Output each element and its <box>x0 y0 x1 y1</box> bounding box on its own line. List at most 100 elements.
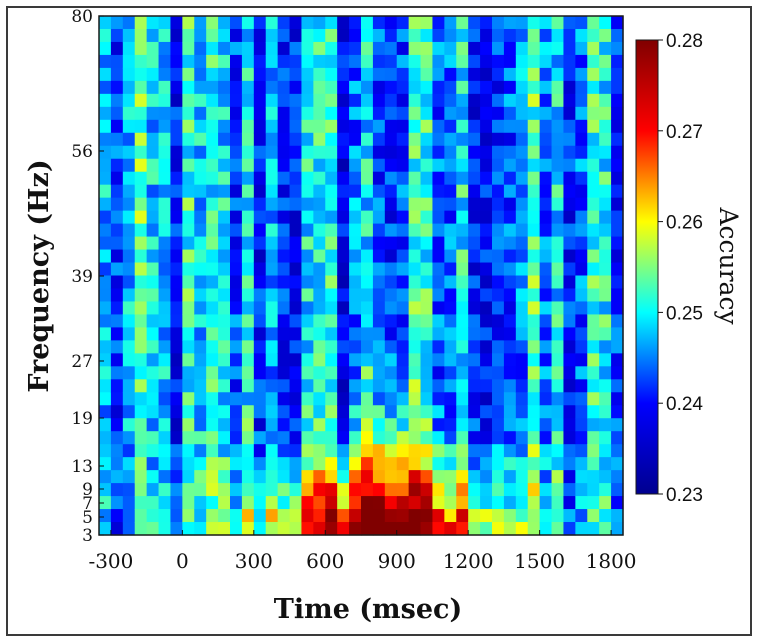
heatmap-cell <box>253 353 267 367</box>
heatmap-cell <box>396 366 410 380</box>
heatmap-cell <box>539 210 553 225</box>
heatmap-cell <box>492 184 505 199</box>
heatmap-cell <box>551 275 565 290</box>
colorbar-tick-label: 0.26 <box>666 213 703 234</box>
heatmap-cell <box>170 431 183 445</box>
heatmap-cell <box>551 509 565 523</box>
heatmap-cell <box>587 405 600 419</box>
heatmap-cell <box>456 210 469 225</box>
heatmap-cell <box>444 275 457 290</box>
heatmap-cell <box>277 119 291 134</box>
heatmap-cell <box>563 327 576 341</box>
heatmap-cell <box>349 496 362 510</box>
heatmap-cell <box>194 379 207 393</box>
heatmap-cell <box>170 483 183 497</box>
heatmap-cell <box>194 431 207 445</box>
heatmap-cell <box>444 210 457 225</box>
heatmap-cell <box>122 28 136 43</box>
heatmap-cell <box>408 431 422 445</box>
heatmap-cell <box>313 405 326 419</box>
heatmap-cell <box>599 288 612 303</box>
heatmap-cell <box>444 80 457 95</box>
heatmap-cell <box>349 275 362 290</box>
heatmap-cell <box>420 106 434 121</box>
heatmap-cell <box>99 431 112 445</box>
heatmap-cell <box>503 314 517 328</box>
heatmap-cell <box>456 288 469 303</box>
heatmap-cell <box>432 67 445 82</box>
heatmap-cell <box>253 470 267 484</box>
heatmap-cell <box>563 509 576 523</box>
heatmap-cell <box>158 392 172 406</box>
heatmap-cell <box>492 16 505 30</box>
heatmap-cell <box>456 262 469 277</box>
heatmap-cell <box>170 470 183 484</box>
heatmap-cell <box>527 405 541 419</box>
heatmap-cell <box>361 379 374 393</box>
heatmap-cell <box>408 28 422 43</box>
heatmap-cell <box>480 418 493 432</box>
heatmap-cell <box>158 210 172 225</box>
heatmap-cell <box>384 431 398 445</box>
heatmap-cell <box>432 431 445 445</box>
heatmap-cell <box>206 80 219 95</box>
heatmap-cell <box>384 496 398 510</box>
heatmap-cell <box>337 249 350 264</box>
heatmap-cell <box>122 509 136 523</box>
heatmap-cell <box>396 132 410 147</box>
heatmap-cell <box>396 509 410 523</box>
heatmap-cell <box>230 210 243 225</box>
heatmap-cell <box>420 67 434 82</box>
heatmap-cell <box>575 301 588 316</box>
heatmap-cell <box>492 80 505 95</box>
heatmap-cell <box>349 132 362 147</box>
heatmap-cell <box>325 262 338 277</box>
heatmap-cell <box>122 379 136 393</box>
heatmap-cell <box>218 340 231 354</box>
heatmap-cell <box>468 119 481 134</box>
heatmap-cell <box>277 67 291 82</box>
heatmap-cell <box>349 80 362 95</box>
heatmap-cell <box>599 444 612 458</box>
heatmap-cell <box>480 457 493 471</box>
heatmap-cell <box>408 197 422 212</box>
heatmap-cell <box>575 275 588 290</box>
heatmap-cell <box>230 67 243 82</box>
heatmap-cell <box>468 405 481 419</box>
heatmap-cell <box>241 418 255 432</box>
heatmap-cell <box>241 405 255 419</box>
heatmap-cell <box>432 145 445 160</box>
heatmap-cell <box>372 171 386 186</box>
heatmap-cell <box>289 197 303 212</box>
heatmap-cell <box>372 197 386 212</box>
heatmap-cell <box>158 93 172 108</box>
heatmap-cell <box>337 28 350 43</box>
heatmap-cell <box>587 288 600 303</box>
heatmap-cell <box>468 392 481 406</box>
heatmap-cell <box>563 483 576 497</box>
heatmap-cell <box>134 314 148 328</box>
heatmap-cell <box>611 379 624 393</box>
heatmap-cell <box>170 522 183 536</box>
heatmap-cell <box>527 327 541 341</box>
heatmap-cell <box>444 509 457 523</box>
heatmap-cell <box>396 158 410 173</box>
heatmap-cell <box>361 405 374 419</box>
heatmap-cell <box>349 210 362 225</box>
heatmap-cell <box>444 158 457 173</box>
heatmap-cell <box>587 522 600 536</box>
heatmap-cell <box>456 236 469 251</box>
heatmap-cell <box>563 444 576 458</box>
heatmap-cell <box>611 392 624 406</box>
heatmap-cell <box>599 366 612 380</box>
heatmap-cell <box>420 16 434 30</box>
heatmap-cell <box>206 392 219 406</box>
heatmap-cell <box>182 340 195 354</box>
heatmap-cell <box>337 41 350 56</box>
heatmap-cell <box>289 522 303 536</box>
heatmap-cell <box>194 522 207 536</box>
heatmap-cell <box>265 132 279 147</box>
heatmap-cell <box>349 418 362 432</box>
heatmap-cell <box>313 418 326 432</box>
heatmap-cell <box>515 197 529 212</box>
